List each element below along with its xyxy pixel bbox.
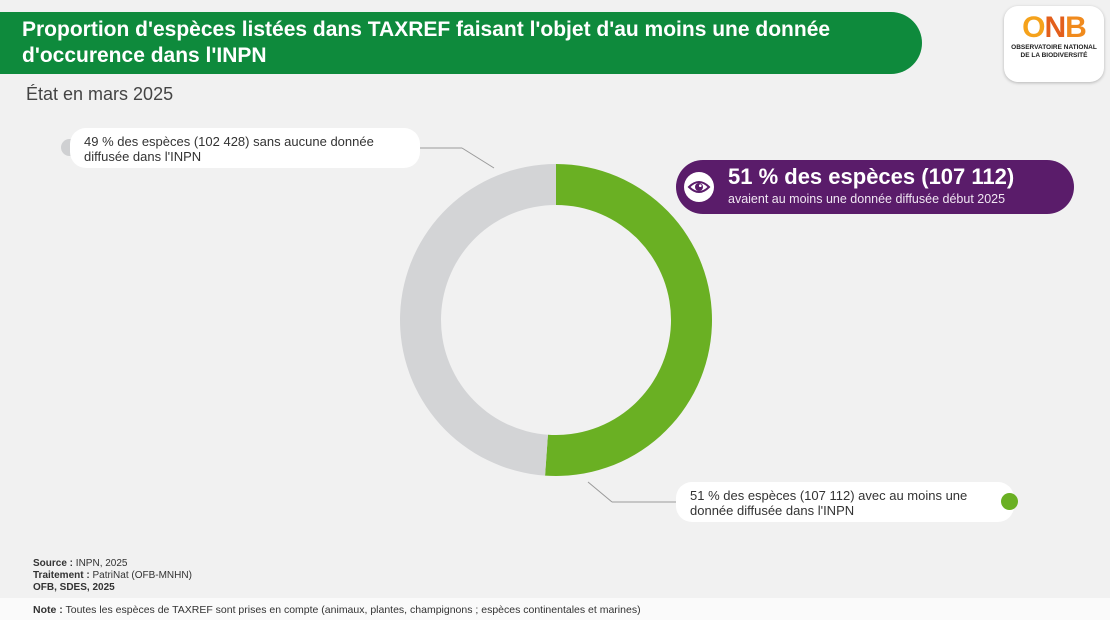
note-label: Note : [33, 604, 63, 616]
callout-headline: 51 % des espèces (107 112) [728, 164, 1015, 189]
note-line: Note : Toutes les espèces de TAXREF sont… [33, 604, 641, 616]
slice-label-without-data: 49 % des espèces (102 428) sans aucune d… [70, 128, 420, 168]
logo-line1: OBSERVATOIRE NATIONAL [1011, 44, 1097, 51]
slice-label-with-data: 51 % des espèces (107 112) avec au moins… [676, 482, 1014, 522]
note-bar [0, 598, 1110, 620]
logo-letter-o: O [1022, 11, 1045, 44]
treatment-value: PatriNat (OFB-MNHN) [92, 570, 192, 581]
onb-logo: ONB OBSERVATOIRE NATIONAL DE LA BIODIVER… [1004, 6, 1104, 82]
note-value: Toutes les espèces de TAXREF sont prises… [65, 604, 641, 616]
donut-slices [400, 164, 713, 476]
leader-line-green-diag [587, 481, 613, 503]
chart-title-line2: d'occurence dans l'INPN [22, 44, 267, 67]
logo-letters: ONB [1004, 12, 1104, 44]
donut-slice-without-data [400, 164, 556, 476]
treatment-label: Traitement : [33, 570, 90, 581]
donut-slice-with-data [545, 164, 713, 476]
logo-letter-n: N [1044, 11, 1067, 44]
slice-label-with-data-line1: 51 % des espèces (107 112) avec au moins… [690, 488, 968, 503]
legend-dot-green [1001, 493, 1018, 510]
eye-icon [684, 172, 714, 202]
title-banner: Proportion d'espèces listées dans TAXREF… [0, 12, 922, 74]
callout-detail: avaient au moins une donnée diffusée déb… [728, 192, 1006, 206]
leader-line-gray-diag [461, 147, 495, 169]
source-value: INPN, 2025 [75, 558, 128, 569]
logo-letter-b: B [1065, 11, 1087, 44]
source-line: Source : INPN, 2025 [33, 558, 192, 570]
source-label: Source : [33, 558, 74, 569]
slice-label-with-data-line2: donnée diffusée dans l'INPN [690, 503, 855, 518]
slice-label-without-data-line2: diffusée dans l'INPN [84, 149, 202, 164]
treatment-line: Traitement : PatriNat (OFB-MNHN) [33, 570, 192, 582]
chart-footer: Source : INPN, 2025 Traitement : PatriNa… [33, 558, 192, 594]
credit-text: OFB, SDES, 2025 [33, 582, 115, 593]
slice-label-without-data-line1: 49 % des espèces (102 428) sans aucune d… [84, 134, 374, 149]
credit-line: OFB, SDES, 2025 [33, 582, 192, 594]
chart-title-line1: Proportion d'espèces listées dans TAXREF… [22, 18, 831, 41]
logo-line2: DE LA BIODIVERSITÉ [1020, 52, 1088, 59]
highlight-callout: 51 % des espèces (107 112) avaient au mo… [676, 160, 1074, 214]
chart-subtitle: État en mars 2025 [26, 84, 174, 104]
